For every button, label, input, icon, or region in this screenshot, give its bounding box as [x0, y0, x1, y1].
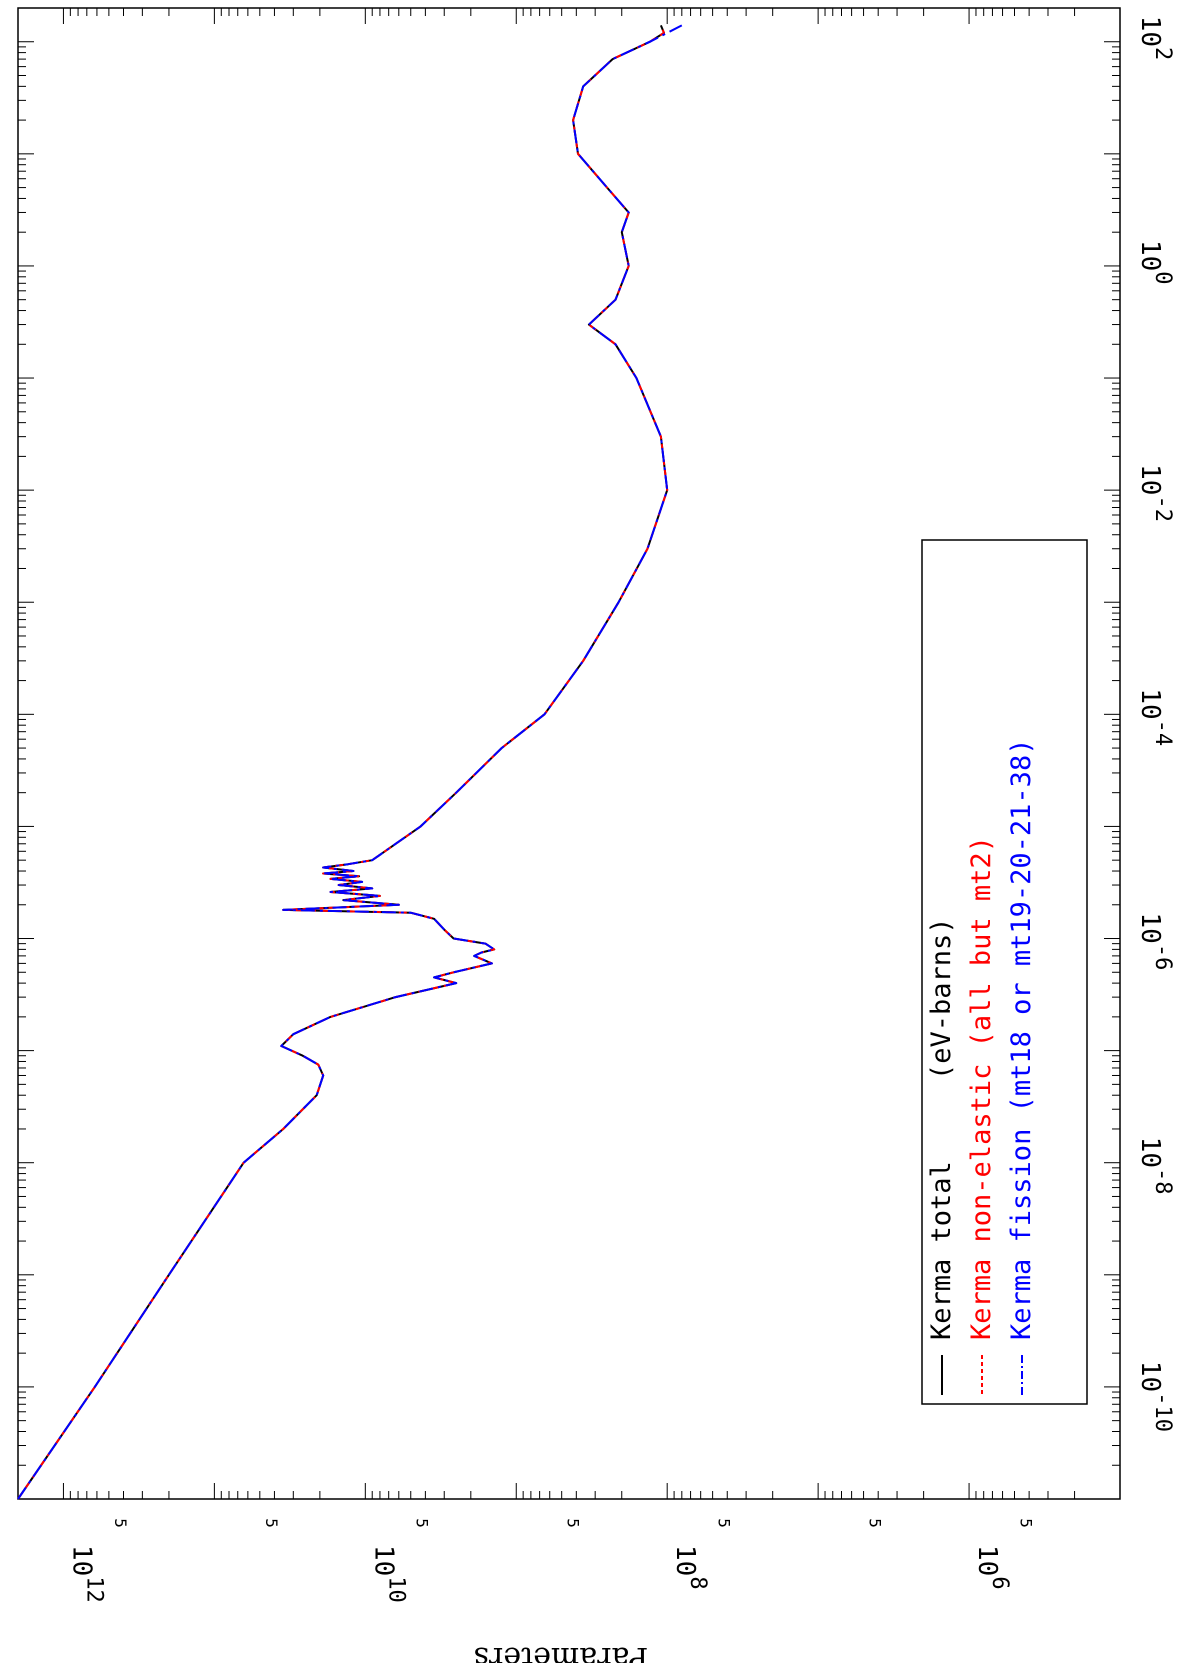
series-line-3 — [17, 24, 683, 1500]
x-tick-label: 102 — [1135, 16, 1175, 61]
x-tick-label: 10-4 — [1135, 688, 1175, 746]
x-tick-label: 10-10 — [1135, 1361, 1175, 1432]
series-line-2 — [17, 25, 669, 1500]
y-tick-label-5: 5 — [262, 1518, 281, 1528]
y-tick-label: 106 — [972, 1545, 1012, 1590]
legend: Kerma total Kerma non-elastic (all but mt… — [921, 539, 1088, 1405]
legend-label-1: Kerma total — [926, 1161, 957, 1340]
series-lines — [17, 24, 683, 1500]
y-tick-label: 1010 — [368, 1545, 408, 1603]
legend-box — [921, 539, 1088, 1405]
y-tick-label-5: 5 — [1016, 1518, 1035, 1528]
y-tick-label-5: 5 — [413, 1518, 432, 1528]
legend-label-2: Kerma non-elastic (all but mt2) — [966, 836, 997, 1340]
y-tick-label: 108 — [670, 1545, 710, 1590]
legend-units: (eV-barns) — [926, 917, 957, 1080]
y-tick-label-5: 5 — [715, 1518, 734, 1528]
x-tick-label: 10-8 — [1135, 1137, 1175, 1195]
tick-labels: 5 5 5 5 5 5 5 10-10 10-8 10-6 10-4 10-2 100 102 1012 10… — [66, 16, 1175, 1603]
y-tick-label-5: 5 — [564, 1518, 583, 1528]
x-tick-label: 100 — [1135, 240, 1175, 285]
y-axis-title: Parameters — [474, 1640, 649, 1663]
y-tick-label-5: 5 — [111, 1518, 130, 1528]
legend-label-3: Kerma fission (mt18 or mt19-20-21-38) — [1006, 739, 1037, 1340]
y-tick-label: 1012 — [66, 1545, 106, 1603]
x-tick-label: 10-6 — [1135, 913, 1175, 971]
x-tick-label: 10-2 — [1135, 464, 1175, 522]
y-tick-label-5: 5 — [866, 1518, 885, 1528]
axis-ticks — [17, 7, 1121, 1500]
plot-frame — [17, 7, 1121, 1500]
